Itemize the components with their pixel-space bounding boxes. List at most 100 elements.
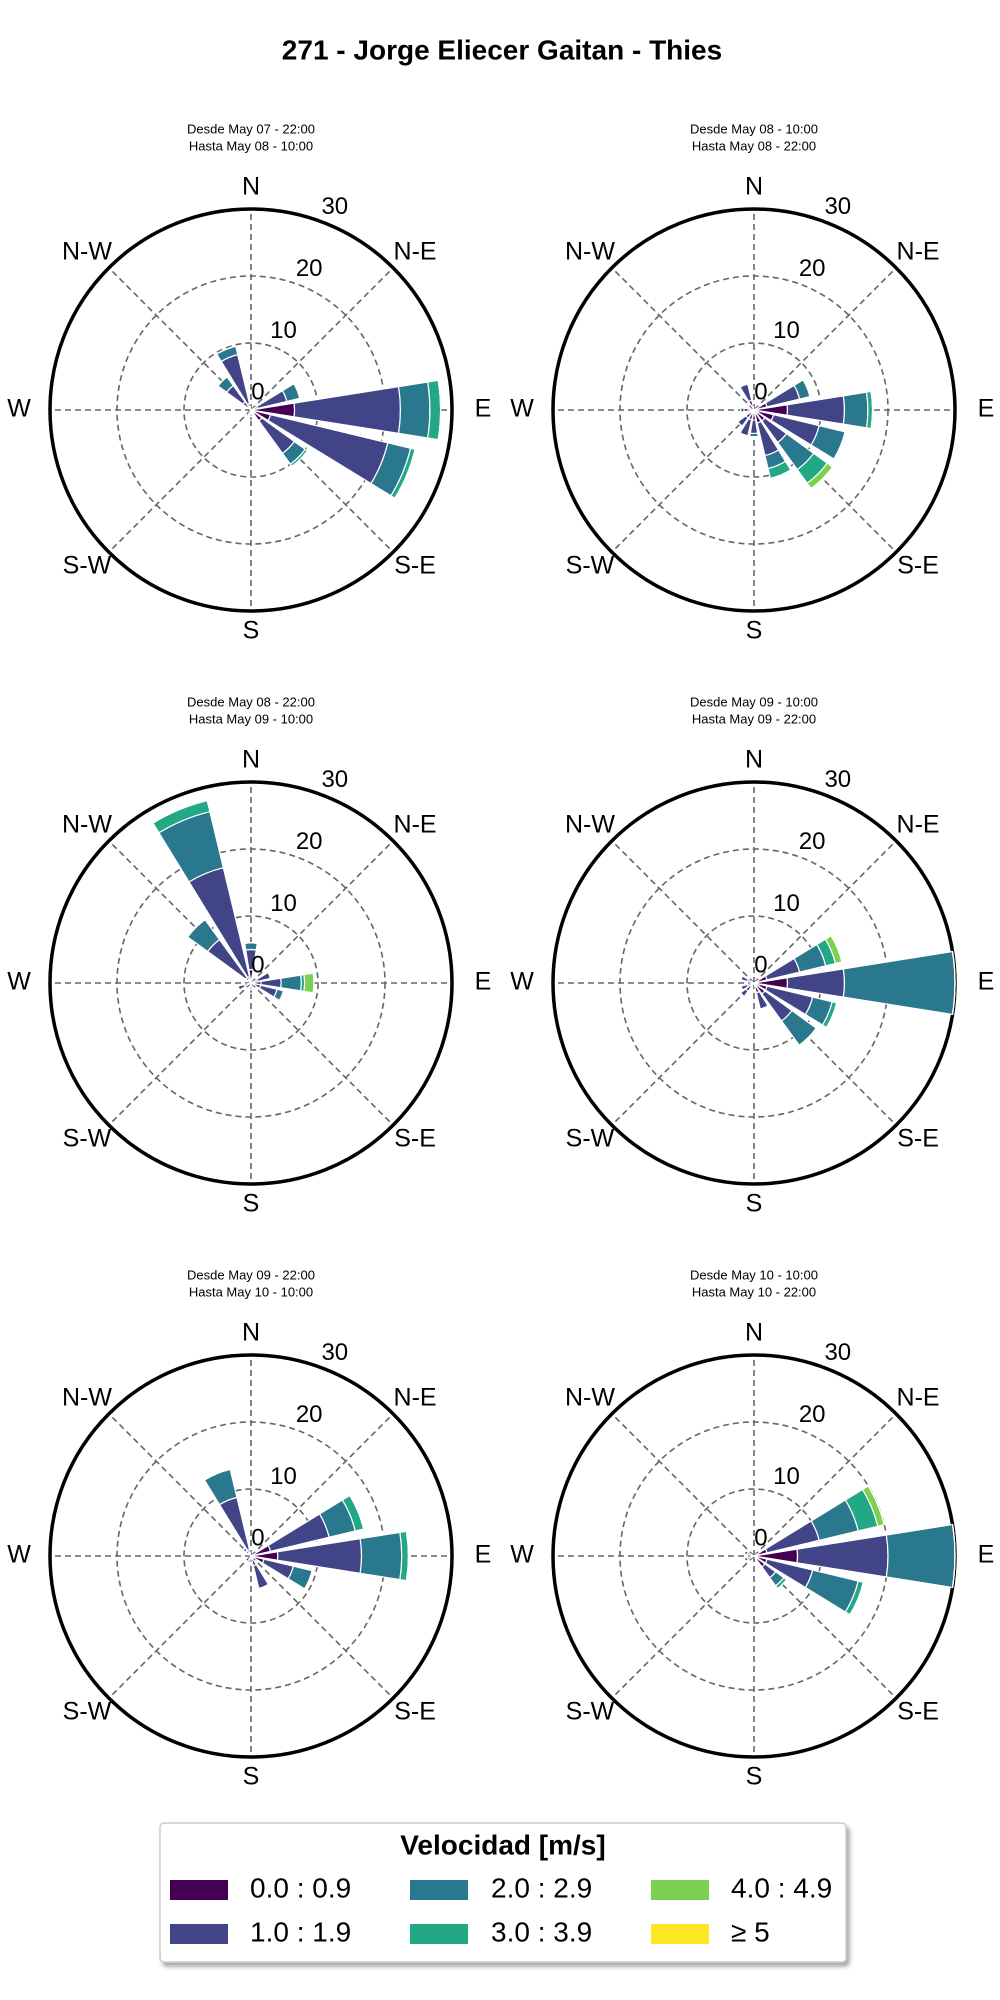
spoke	[108, 982, 252, 1126]
wedge	[951, 1524, 956, 1588]
wind-rose: Desde May 07 - 22:00 Hasta May 08 - 10:00…	[7, 121, 491, 644]
spoke	[611, 409, 755, 553]
spoke	[611, 1555, 755, 1699]
spoke	[611, 982, 755, 1126]
direction-label: S-E	[897, 552, 939, 580]
outer-ring	[48, 1353, 454, 1759]
direction-label: N-E	[394, 238, 437, 266]
radial-tick-label: 30	[321, 766, 348, 793]
wedge	[798, 1027, 817, 1046]
outer-ring	[48, 207, 454, 613]
wedge	[885, 1523, 956, 1589]
direction-label: N	[745, 173, 763, 201]
spoke	[250, 267, 394, 411]
wedge	[427, 379, 442, 441]
wedge	[247, 1561, 250, 1564]
wedge	[249, 982, 253, 991]
direction-label: S-W	[566, 1698, 615, 1726]
wedge	[303, 972, 315, 994]
spoke	[250, 1413, 394, 1557]
direction-label: S	[243, 617, 260, 645]
direction-label: N-W	[565, 238, 615, 266]
subtitle: Hasta May 08 - 22:00	[692, 138, 816, 153]
radial-tick-label: 20	[799, 255, 826, 282]
wedge	[258, 1584, 269, 1590]
subtitle: Hasta May 10 - 10:00	[189, 1284, 313, 1299]
spoke	[611, 840, 755, 984]
spoke	[753, 840, 897, 984]
radial-tick-label: 20	[296, 1401, 323, 1428]
radial-tick-label: 10	[270, 317, 297, 344]
wedge	[842, 950, 956, 1016]
wedge	[218, 1496, 251, 1552]
direction-label: W	[7, 395, 31, 423]
wedge	[739, 432, 748, 437]
spoke	[753, 1413, 897, 1557]
legend-swatch	[410, 1924, 468, 1944]
wedge	[740, 975, 744, 981]
wedge	[244, 942, 258, 951]
wedge	[747, 399, 755, 411]
spoke	[611, 1413, 755, 1557]
legend-label: 3.0 : 3.9	[491, 1916, 592, 1947]
direction-label: W	[510, 968, 534, 996]
wind-rose: Desde May 09 - 10:00 Hasta May 09 - 22:00…	[510, 694, 994, 1217]
radial-tick-label: 0	[251, 379, 264, 406]
subtitle: Desde May 10 - 10:00	[690, 1267, 818, 1282]
direction-label: S-W	[566, 1125, 615, 1153]
wind-rose: Desde May 08 - 10:00 Hasta May 08 - 22:00…	[510, 121, 994, 644]
radial-tick-label: 20	[296, 255, 323, 282]
legend-label: 2.0 : 2.9	[491, 1872, 592, 1903]
subtitle: Desde May 08 - 10:00	[690, 121, 818, 136]
wedge	[842, 391, 869, 429]
legend-swatch	[170, 1924, 228, 1944]
direction-label: S-W	[566, 552, 615, 580]
radial-tick-label: 30	[824, 766, 851, 793]
wedge	[743, 1558, 746, 1562]
direction-label: W	[7, 1541, 31, 1569]
radial-tick-label: 20	[799, 828, 826, 855]
wedge	[312, 973, 315, 993]
radial-tick-label: 10	[773, 890, 800, 917]
radial-tick-label: 20	[296, 828, 323, 855]
wedge	[833, 431, 846, 460]
outer-ring	[48, 780, 454, 1186]
subtitle: Hasta May 09 - 22:00	[692, 711, 816, 726]
direction-label: S-E	[394, 552, 436, 580]
grid-ring	[183, 915, 319, 1051]
spoke	[611, 267, 755, 411]
legend-swatch	[170, 1880, 228, 1900]
radial-tick-label: 0	[754, 379, 767, 406]
direction-label: S-W	[63, 1698, 112, 1726]
direction-label: N-E	[897, 238, 940, 266]
wedge	[188, 866, 251, 979]
radial-tick-label: 0	[754, 952, 767, 979]
direction-label: N-E	[897, 811, 940, 839]
wedge	[247, 414, 250, 416]
subtitle: Hasta May 10 - 22:00	[692, 1284, 816, 1299]
outer-ring	[551, 207, 957, 613]
direction-label: N	[745, 746, 763, 774]
wedge	[777, 1579, 788, 1590]
direction-label: N-E	[394, 1384, 437, 1412]
wind-rose: Desde May 08 - 22:00 Hasta May 09 - 10:00…	[7, 694, 491, 1217]
direction-label: S-E	[897, 1125, 939, 1153]
subtitle: Desde May 08 - 22:00	[187, 694, 315, 709]
direction-label: N-W	[565, 1384, 615, 1412]
direction-label: S	[746, 617, 763, 645]
legend-swatch	[651, 1880, 709, 1900]
subtitle: Hasta May 09 - 10:00	[189, 711, 313, 726]
spoke	[250, 982, 394, 1126]
legend-label: ≥ 5	[731, 1916, 770, 1947]
grid-ring	[619, 275, 889, 545]
wind-rose: Desde May 09 - 22:00 Hasta May 10 - 10:00…	[7, 1267, 491, 1790]
direction-label: S-E	[897, 1698, 939, 1726]
spoke	[108, 409, 252, 553]
radial-tick-label: 0	[251, 1525, 264, 1552]
radial-tick-label: 30	[824, 193, 851, 220]
radial-tick-label: 10	[773, 317, 800, 344]
wedge	[279, 990, 285, 1001]
spoke	[250, 840, 394, 984]
grid-ring	[116, 848, 386, 1118]
